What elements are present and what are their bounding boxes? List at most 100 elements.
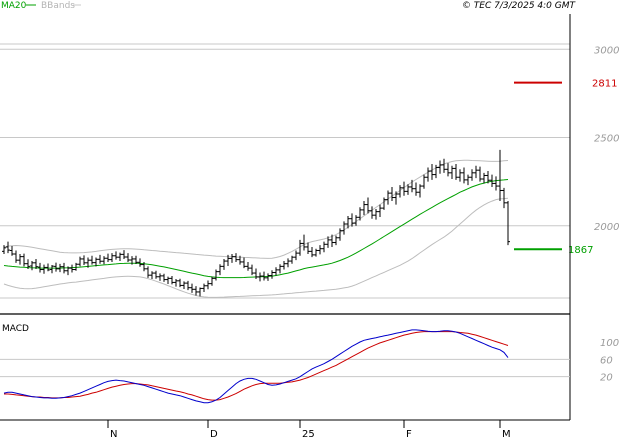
price-panel: 2811 1867 2000 2500 3000	[0, 43, 619, 299]
macd-panel-title: MACD	[2, 324, 29, 334]
price-bar	[394, 191, 398, 205]
price-bar	[186, 280, 190, 291]
price-bar	[226, 254, 230, 266]
x-tick-label: 25	[302, 429, 315, 440]
price-bar	[258, 272, 262, 282]
price-bar	[242, 257, 246, 269]
price-bar	[66, 266, 70, 276]
macd-panel: MACD 20 60 100	[0, 324, 619, 404]
price-bar	[318, 245, 322, 255]
price-bar	[358, 207, 362, 221]
price-bar	[106, 253, 110, 262]
macd-lines	[3, 329, 509, 404]
price-bar	[94, 257, 98, 267]
price-bar	[70, 264, 74, 273]
price-bar	[462, 167, 466, 184]
price-bar	[454, 164, 458, 180]
price-bar	[350, 213, 354, 227]
price-bar	[146, 266, 150, 278]
price-bar	[266, 273, 270, 281]
price-bar	[426, 167, 430, 182]
price-bar	[134, 255, 138, 265]
x-tick-label: D	[210, 429, 218, 440]
price-bar	[366, 197, 370, 214]
price-bar	[486, 171, 490, 184]
price-bar	[82, 255, 86, 265]
price-bar	[166, 276, 170, 284]
price-bar	[78, 256, 82, 267]
price-bar	[490, 174, 494, 187]
macd-y-tick-label: 100	[600, 338, 619, 349]
price-bar	[222, 258, 226, 270]
price-bar	[458, 169, 462, 182]
price-bar	[342, 221, 346, 235]
price-bar	[162, 273, 166, 282]
price-bar	[438, 160, 442, 174]
price-bar	[354, 215, 358, 226]
price-bar	[482, 172, 486, 184]
price-bar	[122, 250, 126, 259]
price-bar	[334, 235, 338, 246]
macd-signal-line	[4, 331, 509, 401]
price-bar	[498, 149, 502, 202]
price-bar	[274, 267, 278, 276]
price-bar	[22, 253, 26, 267]
price-bar	[2, 245, 6, 254]
price-y-tick-label: 3000	[594, 45, 619, 56]
price-bar	[46, 263, 50, 272]
price-bar	[386, 190, 390, 205]
macd-line	[3, 329, 509, 404]
target-level-label: 1867	[568, 245, 593, 256]
price-bar	[370, 206, 374, 219]
price-bar	[150, 271, 154, 280]
price-bar	[286, 258, 290, 268]
price-bar	[374, 209, 378, 220]
price-bar	[98, 254, 102, 264]
x-tick-label: M	[502, 429, 511, 440]
price-bar	[102, 256, 106, 265]
price-bar	[262, 271, 266, 281]
price-bar	[26, 259, 30, 269]
price-y-tick-label: 2000	[594, 222, 619, 233]
bb-lower-line	[3, 197, 509, 298]
price-bar	[18, 254, 22, 265]
target-level-label: 2811	[592, 79, 617, 90]
price-bar	[278, 264, 282, 274]
macd-gridlines	[0, 358, 570, 378]
price-bar	[130, 256, 134, 265]
price-bar	[50, 264, 54, 274]
price-bar	[38, 262, 42, 273]
price-bar	[230, 254, 234, 263]
price-bar	[178, 278, 182, 288]
price-bar	[6, 241, 10, 254]
price-bar	[54, 262, 58, 272]
price-bar	[290, 255, 294, 264]
price-bar	[298, 239, 302, 256]
price-bar	[154, 270, 158, 279]
price-bar	[142, 261, 146, 272]
price-bar	[390, 186, 394, 202]
price-bar	[30, 261, 34, 271]
price-bar	[322, 241, 326, 253]
price-bar	[190, 283, 194, 293]
price-bar	[326, 236, 330, 248]
price-bar	[450, 165, 454, 179]
price-gridlines	[0, 43, 570, 299]
price-bar	[398, 185, 402, 198]
price-bar	[90, 255, 94, 265]
price-bar	[118, 252, 122, 262]
x-axis: N D 25 F M	[107, 420, 511, 440]
price-bar	[86, 257, 90, 268]
price-bar	[58, 263, 62, 273]
price-bar	[346, 216, 350, 229]
price-bar	[110, 253, 114, 262]
price-bar	[234, 253, 238, 262]
price-bar	[218, 264, 222, 276]
price-bar	[314, 248, 318, 257]
price-bar	[174, 279, 178, 287]
price-bar	[362, 201, 366, 216]
price-bar	[310, 246, 314, 258]
price-bar	[302, 234, 306, 251]
price-bar	[306, 242, 310, 254]
